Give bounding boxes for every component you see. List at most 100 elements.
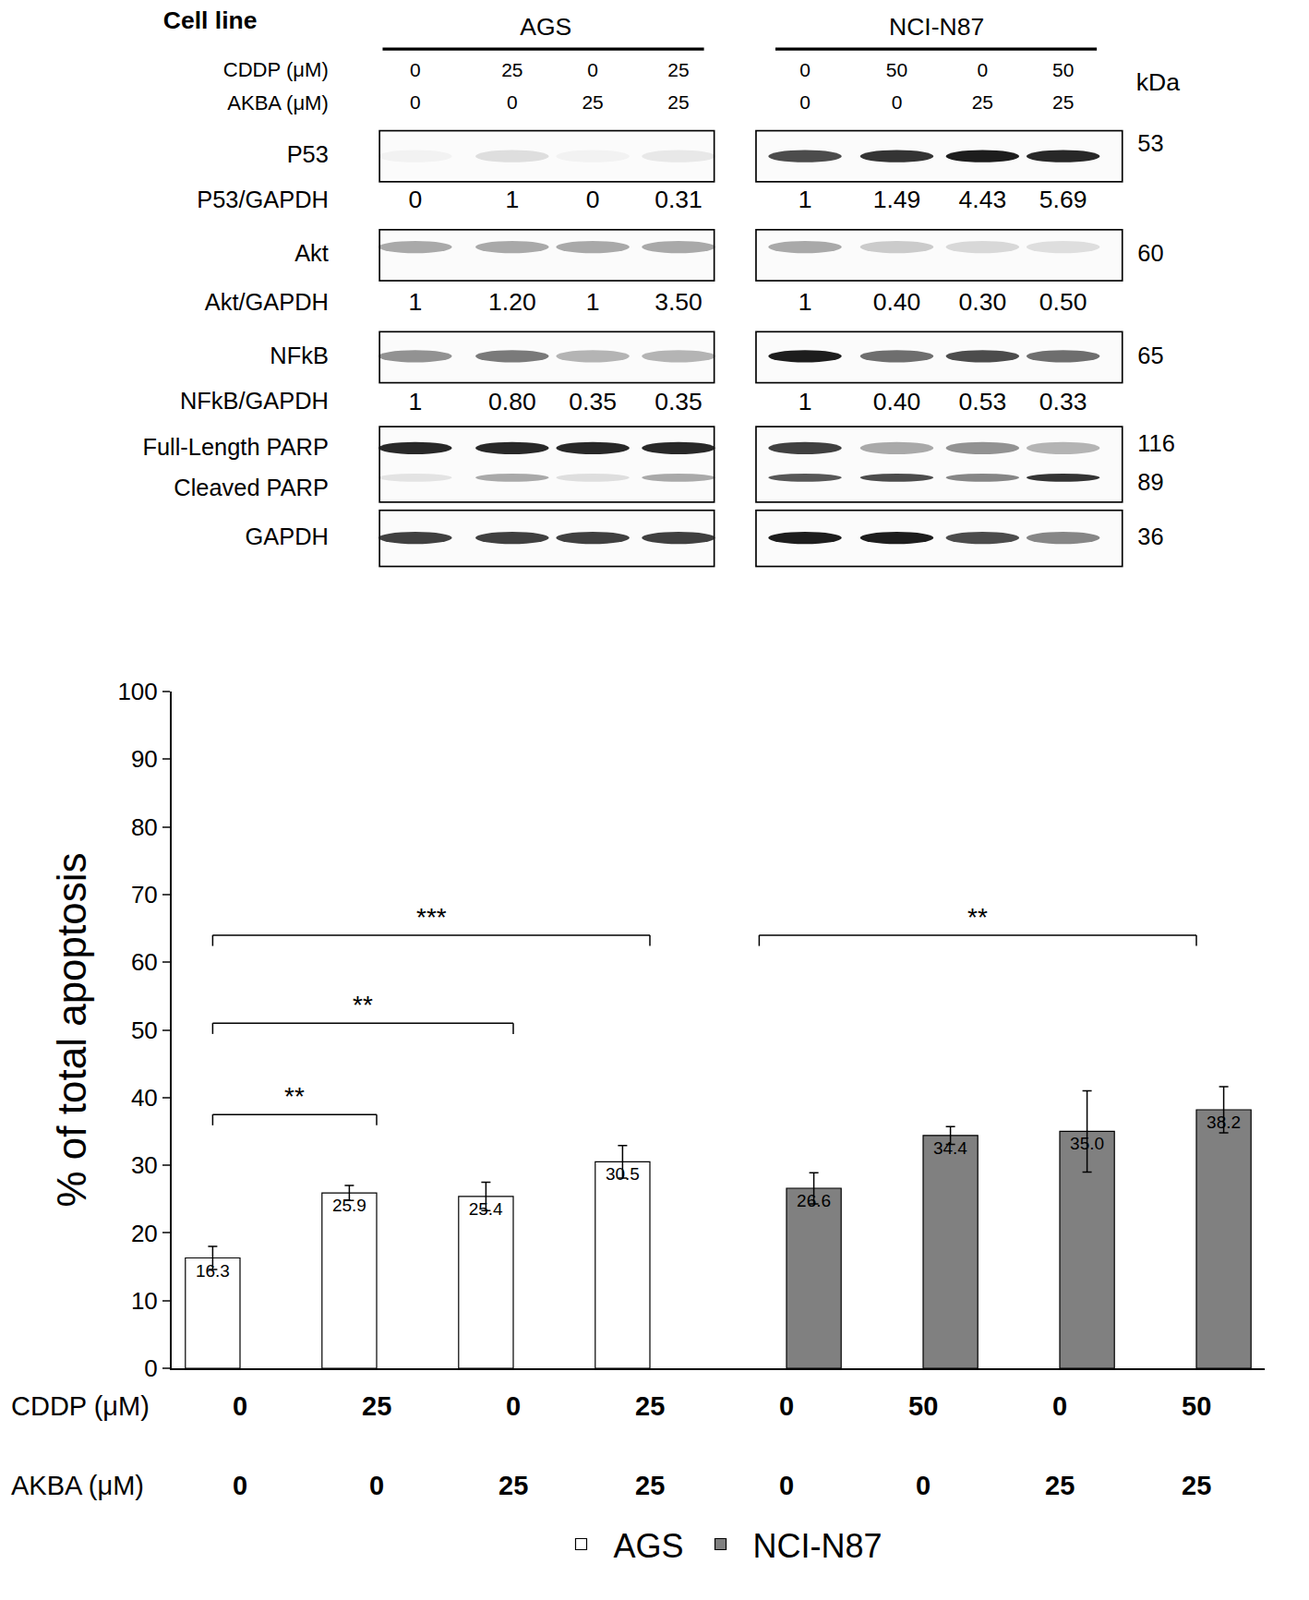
svg-text:0: 0	[779, 1470, 794, 1501]
svg-text:25: 25	[667, 59, 689, 81]
svg-text:1: 1	[798, 288, 813, 316]
svg-text:25: 25	[1052, 91, 1074, 113]
svg-text:0: 0	[408, 185, 422, 214]
svg-text:3.50: 3.50	[654, 288, 703, 316]
svg-text:1: 1	[408, 288, 422, 316]
svg-text:116: 116	[1137, 430, 1176, 457]
svg-text:25: 25	[501, 59, 523, 81]
svg-text:NCI-N87: NCI-N87	[753, 1526, 883, 1565]
svg-text:Cell line: Cell line	[163, 6, 258, 35]
svg-text:60: 60	[1137, 240, 1164, 266]
svg-text:0: 0	[144, 1354, 157, 1382]
svg-text:0: 0	[232, 1470, 248, 1501]
svg-text:4.43: 4.43	[959, 185, 1008, 214]
svg-text:AGS: AGS	[613, 1526, 685, 1565]
svg-text:38.2: 38.2	[1206, 1112, 1241, 1132]
svg-text:0: 0	[586, 185, 601, 214]
svg-text:25: 25	[498, 1470, 529, 1501]
svg-text:20: 20	[131, 1219, 158, 1248]
svg-text:0.50: 0.50	[1039, 288, 1088, 316]
svg-text:P53: P53	[287, 141, 329, 168]
svg-text:0: 0	[369, 1470, 385, 1501]
svg-text:0: 0	[976, 59, 988, 81]
svg-text:0: 0	[915, 1470, 931, 1501]
svg-text:30.5: 30.5	[605, 1164, 640, 1184]
svg-text:kDa: kDa	[1136, 68, 1180, 97]
svg-text:Cleaved PARP: Cleaved PARP	[173, 474, 329, 501]
svg-text:50: 50	[1181, 1391, 1212, 1421]
svg-text:1: 1	[504, 185, 519, 214]
svg-text:CDDP (μM): CDDP (μM)	[223, 58, 329, 82]
svg-text:25.9: 25.9	[332, 1195, 367, 1215]
svg-text:25: 25	[667, 91, 689, 113]
svg-text:1: 1	[798, 387, 813, 416]
svg-text:**: **	[967, 902, 988, 932]
svg-text:NFkB/GAPDH: NFkB/GAPDH	[180, 387, 329, 414]
svg-text:16.3: 16.3	[195, 1260, 230, 1281]
svg-text:AKBA (μM): AKBA (μM)	[227, 91, 329, 115]
svg-text:0.40: 0.40	[873, 288, 922, 316]
svg-text:1: 1	[586, 288, 601, 316]
svg-text:25: 25	[635, 1391, 665, 1421]
svg-text:GAPDH: GAPDH	[245, 523, 329, 550]
svg-text:0.80: 0.80	[488, 387, 537, 416]
svg-text:50: 50	[1052, 59, 1074, 81]
svg-text:NCI-N87: NCI-N87	[888, 12, 985, 41]
svg-text:50: 50	[131, 1016, 158, 1045]
svg-text:0: 0	[587, 59, 599, 81]
svg-text:Full-Length PARP: Full-Length PARP	[142, 433, 328, 460]
svg-text:0: 0	[505, 1391, 521, 1421]
svg-text:0: 0	[506, 91, 518, 113]
svg-text:***: ***	[416, 902, 447, 932]
svg-text:CDDP (μM): CDDP (μM)	[11, 1391, 150, 1421]
svg-text:0: 0	[409, 91, 421, 113]
svg-text:40: 40	[131, 1083, 158, 1112]
svg-text:100: 100	[117, 677, 157, 706]
svg-text:**: **	[352, 990, 373, 1020]
svg-text:0: 0	[409, 59, 421, 81]
svg-text:0.30: 0.30	[959, 288, 1008, 316]
svg-text:25: 25	[581, 91, 603, 113]
svg-text:Akt/GAPDH: Akt/GAPDH	[204, 288, 329, 315]
svg-text:0: 0	[799, 59, 811, 81]
svg-text:89: 89	[1137, 468, 1164, 495]
svg-text:90: 90	[131, 744, 158, 773]
svg-text:30: 30	[131, 1151, 158, 1179]
svg-text:1.49: 1.49	[873, 185, 922, 214]
svg-text:60: 60	[131, 948, 158, 976]
svg-text:25: 25	[361, 1391, 392, 1421]
svg-text:AKBA (μM): AKBA (μM)	[11, 1470, 145, 1501]
svg-text:70: 70	[131, 880, 158, 909]
svg-text:0: 0	[779, 1391, 794, 1421]
svg-text:0: 0	[891, 91, 903, 113]
svg-text:**: **	[284, 1081, 305, 1111]
svg-text:80: 80	[131, 813, 158, 841]
svg-text:25: 25	[1044, 1470, 1075, 1501]
svg-text:Akt: Akt	[294, 240, 329, 266]
svg-text:1.20: 1.20	[488, 288, 537, 316]
svg-text:50: 50	[908, 1391, 938, 1421]
svg-text:0.40: 0.40	[873, 387, 922, 416]
svg-text:65: 65	[1137, 342, 1164, 369]
svg-text:AGS: AGS	[519, 12, 572, 41]
svg-text:0: 0	[232, 1391, 248, 1421]
svg-text:25.4: 25.4	[468, 1199, 504, 1219]
svg-text:34.4: 34.4	[933, 1138, 968, 1158]
svg-text:0.35: 0.35	[568, 387, 617, 416]
svg-text:25: 25	[635, 1470, 665, 1501]
svg-text:36: 36	[1137, 523, 1164, 550]
svg-text:0: 0	[799, 91, 811, 113]
svg-text:0.33: 0.33	[1039, 387, 1088, 416]
svg-text:50: 50	[886, 59, 908, 81]
svg-text:% of total apoptosis: % of total apoptosis	[48, 852, 95, 1207]
svg-text:10: 10	[131, 1286, 158, 1315]
svg-text:0: 0	[1052, 1391, 1068, 1421]
svg-text:5.69: 5.69	[1039, 185, 1088, 214]
svg-text:35.0: 35.0	[1069, 1133, 1105, 1153]
svg-text:0.35: 0.35	[654, 387, 703, 416]
svg-text:25: 25	[972, 91, 994, 113]
svg-text:1: 1	[798, 185, 813, 214]
svg-text:25: 25	[1181, 1470, 1212, 1501]
svg-text:0.31: 0.31	[654, 185, 703, 214]
svg-text:53: 53	[1137, 130, 1164, 157]
